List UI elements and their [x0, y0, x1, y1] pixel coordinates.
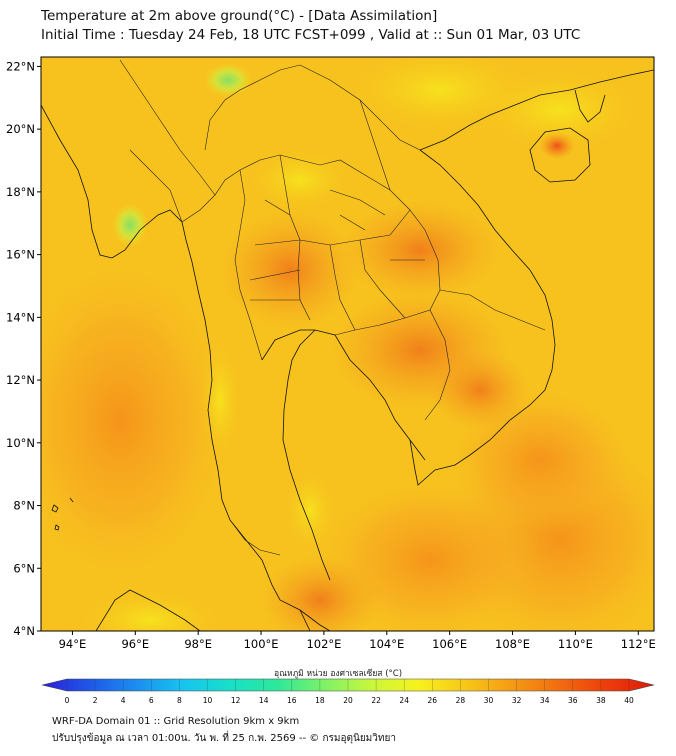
- lon-tick-label: 100°E: [244, 637, 279, 651]
- lon-tick-label: 104°E: [369, 637, 404, 651]
- lat-tick-label: 16°N: [6, 248, 35, 262]
- colorbar-tick-label: 34: [540, 696, 550, 705]
- longitude-axis: 94°E 96°E 98°E 100°E 102°E 104°E 106°E 108°E 110…: [59, 631, 656, 651]
- chart-subtitle: Initial Time : Tuesday 24 Feb, 18 UTC FC…: [41, 27, 581, 43]
- lat-tick-label: 18°N: [6, 185, 35, 199]
- lat-tick-label: 8°N: [13, 499, 35, 513]
- chart-title: Temperature at 2m above ground(°C) - [Da…: [41, 8, 438, 24]
- footer-domain-info: WRF-DA Domain 01 :: Grid Resolution 9km …: [52, 716, 300, 727]
- colorbar-tick-label: 30: [484, 696, 494, 705]
- lon-tick-label: 102°E: [306, 637, 341, 651]
- colorbar-tick-label: 28: [456, 696, 466, 705]
- plot-frame: [40, 56, 655, 632]
- lat-tick-label: 10°N: [6, 436, 35, 450]
- lat-tick-label: 22°N: [6, 59, 35, 73]
- lon-tick-label: 98°E: [184, 637, 212, 651]
- colorbar-tick-label: 10: [203, 696, 213, 705]
- colorbar-tick-label: 22: [371, 696, 381, 705]
- temperature-field: [41, 57, 654, 631]
- colorbar-title: อุณหภูมิ หน่วย องศาเซลเซียส (°C): [273, 669, 403, 679]
- colorbar-tick-label: 16: [287, 696, 297, 705]
- lat-tick-label: 14°N: [6, 310, 35, 324]
- lon-tick-label: 94°E: [59, 637, 87, 651]
- colorbar-tick-label: 12: [231, 696, 241, 705]
- lon-tick-label: 112°E: [621, 637, 656, 651]
- lon-tick-label: 108°E: [495, 637, 530, 651]
- lon-tick-label: 96°E: [121, 637, 149, 651]
- colorbar-tick-label: 4: [121, 696, 126, 705]
- colorbar-tick-label: 2: [93, 696, 98, 705]
- colorbar-tick-label: 6: [149, 696, 154, 705]
- admin-boundaries: [119, 59, 546, 556]
- colorbar-tick-label: 14: [259, 696, 269, 705]
- colorbar-ticks: 0 2 4 6 8 10 12 14 16 18 20 22 24 26 28 30 32 34 36 38 40: [65, 679, 634, 705]
- colorbar-tick-label: 8: [177, 696, 182, 705]
- lat-tick-label: 20°N: [6, 122, 35, 136]
- temperature-map: 22°N 20°N 18°N 16°N 14°N 12°N 10°N 8°N 6°N 4°N 94…: [6, 56, 656, 651]
- colorbar-tick-label: 38: [596, 696, 606, 705]
- footer-update-info: ปรับปรุงข้อมูล ณ เวลา 01:00น. วัน พ. ที่…: [52, 733, 396, 744]
- colorbar-tick-label: 32: [512, 696, 522, 705]
- lat-tick-label: 12°N: [6, 373, 35, 387]
- colorbar-tick-label: 26: [428, 696, 438, 705]
- colorbar-tick-label: 0: [65, 696, 70, 705]
- lat-tick-label: 4°N: [13, 624, 35, 638]
- colorbar-tick-label: 18: [315, 696, 325, 705]
- colorbar-tick-label: 20: [343, 696, 353, 705]
- lon-tick-label: 106°E: [432, 637, 467, 651]
- colorbar-tick-label: 40: [624, 696, 634, 705]
- colorbar-tick-label: 24: [399, 696, 409, 705]
- colorbar: 0 2 4 6 8 10 12 14 16 18 20 22 24 26 28 30 32 34 36 38 40: [41, 678, 655, 705]
- lat-tick-label: 6°N: [13, 561, 35, 575]
- colorbar-tick-label: 36: [568, 696, 578, 705]
- latitude-axis: 22°N 20°N 18°N 16°N 14°N 12°N 10°N 8°N 6°N 4°N: [6, 59, 41, 638]
- lon-tick-label: 110°E: [558, 637, 593, 651]
